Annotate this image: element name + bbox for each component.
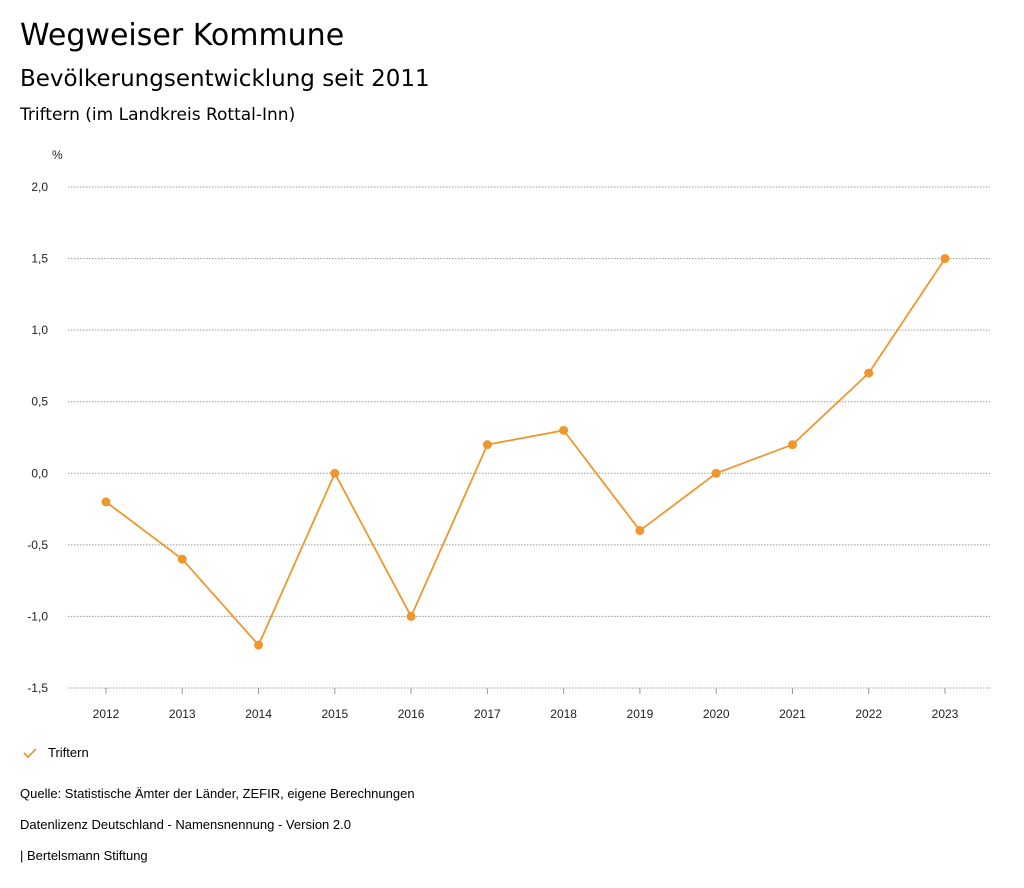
- x-tick-label: 2022: [855, 707, 882, 721]
- data-point: [635, 526, 645, 536]
- page-title: Wegweiser Kommune: [20, 18, 345, 53]
- chart-subtitle: Bevölkerungsentwicklung seit 2011: [20, 66, 430, 92]
- y-tick-label: 1,5: [31, 252, 48, 266]
- y-tick-label: 1,0: [31, 323, 48, 337]
- data-point: [864, 368, 874, 378]
- x-tick-label: 2019: [627, 707, 654, 721]
- x-tick-label: 2015: [321, 707, 348, 721]
- x-tick-label: 2018: [550, 707, 577, 721]
- region-label: Triftern (im Landkreis Rottal-Inn): [20, 105, 296, 125]
- x-tick-label: 2014: [245, 707, 272, 721]
- x-tick-label: 2020: [703, 707, 730, 721]
- data-point: [101, 497, 111, 507]
- data-point: [559, 425, 569, 435]
- data-point: [177, 554, 187, 564]
- x-tick-label: 2012: [93, 707, 120, 721]
- y-tick-label: 2,0: [31, 180, 48, 194]
- data-point: [330, 468, 340, 478]
- x-tick-label: 2013: [169, 707, 196, 721]
- legend-item[interactable]: Triftern: [22, 745, 89, 760]
- check-icon: [23, 747, 37, 758]
- y-axis-label: %: [52, 148, 63, 162]
- y-tick-label: -1,5: [27, 681, 48, 695]
- brand-note: | Bertelsmann Stiftung: [20, 848, 148, 863]
- y-tick-label: -1,0: [27, 609, 48, 623]
- y-tick-label: 0,0: [31, 466, 48, 480]
- data-point: [940, 254, 950, 264]
- series-line: [105, 258, 946, 647]
- y-tick-label: 0,5: [31, 395, 48, 409]
- legend-label: Triftern: [48, 745, 89, 760]
- license-note: Datenlizenz Deutschland - Namensnennung …: [20, 817, 351, 832]
- data-point: [254, 640, 264, 650]
- x-tick-label: 2016: [398, 707, 425, 721]
- x-tick-label: 2021: [779, 707, 806, 721]
- line-chart: % 2,0 1,5 1,0 0,5 0,0 -0,5 -1,0 -1,5 2012 2013 2014…: [27, 148, 990, 721]
- data-point: [711, 468, 721, 478]
- x-tick-label: 2023: [932, 707, 959, 721]
- data-point: [406, 611, 416, 621]
- x-tick-label: 2017: [474, 707, 501, 721]
- source-note: Quelle: Statistische Ämter der Länder, Z…: [20, 786, 415, 801]
- y-tick-label: -0,5: [27, 538, 48, 552]
- data-point: [482, 440, 492, 450]
- data-point: [787, 440, 797, 450]
